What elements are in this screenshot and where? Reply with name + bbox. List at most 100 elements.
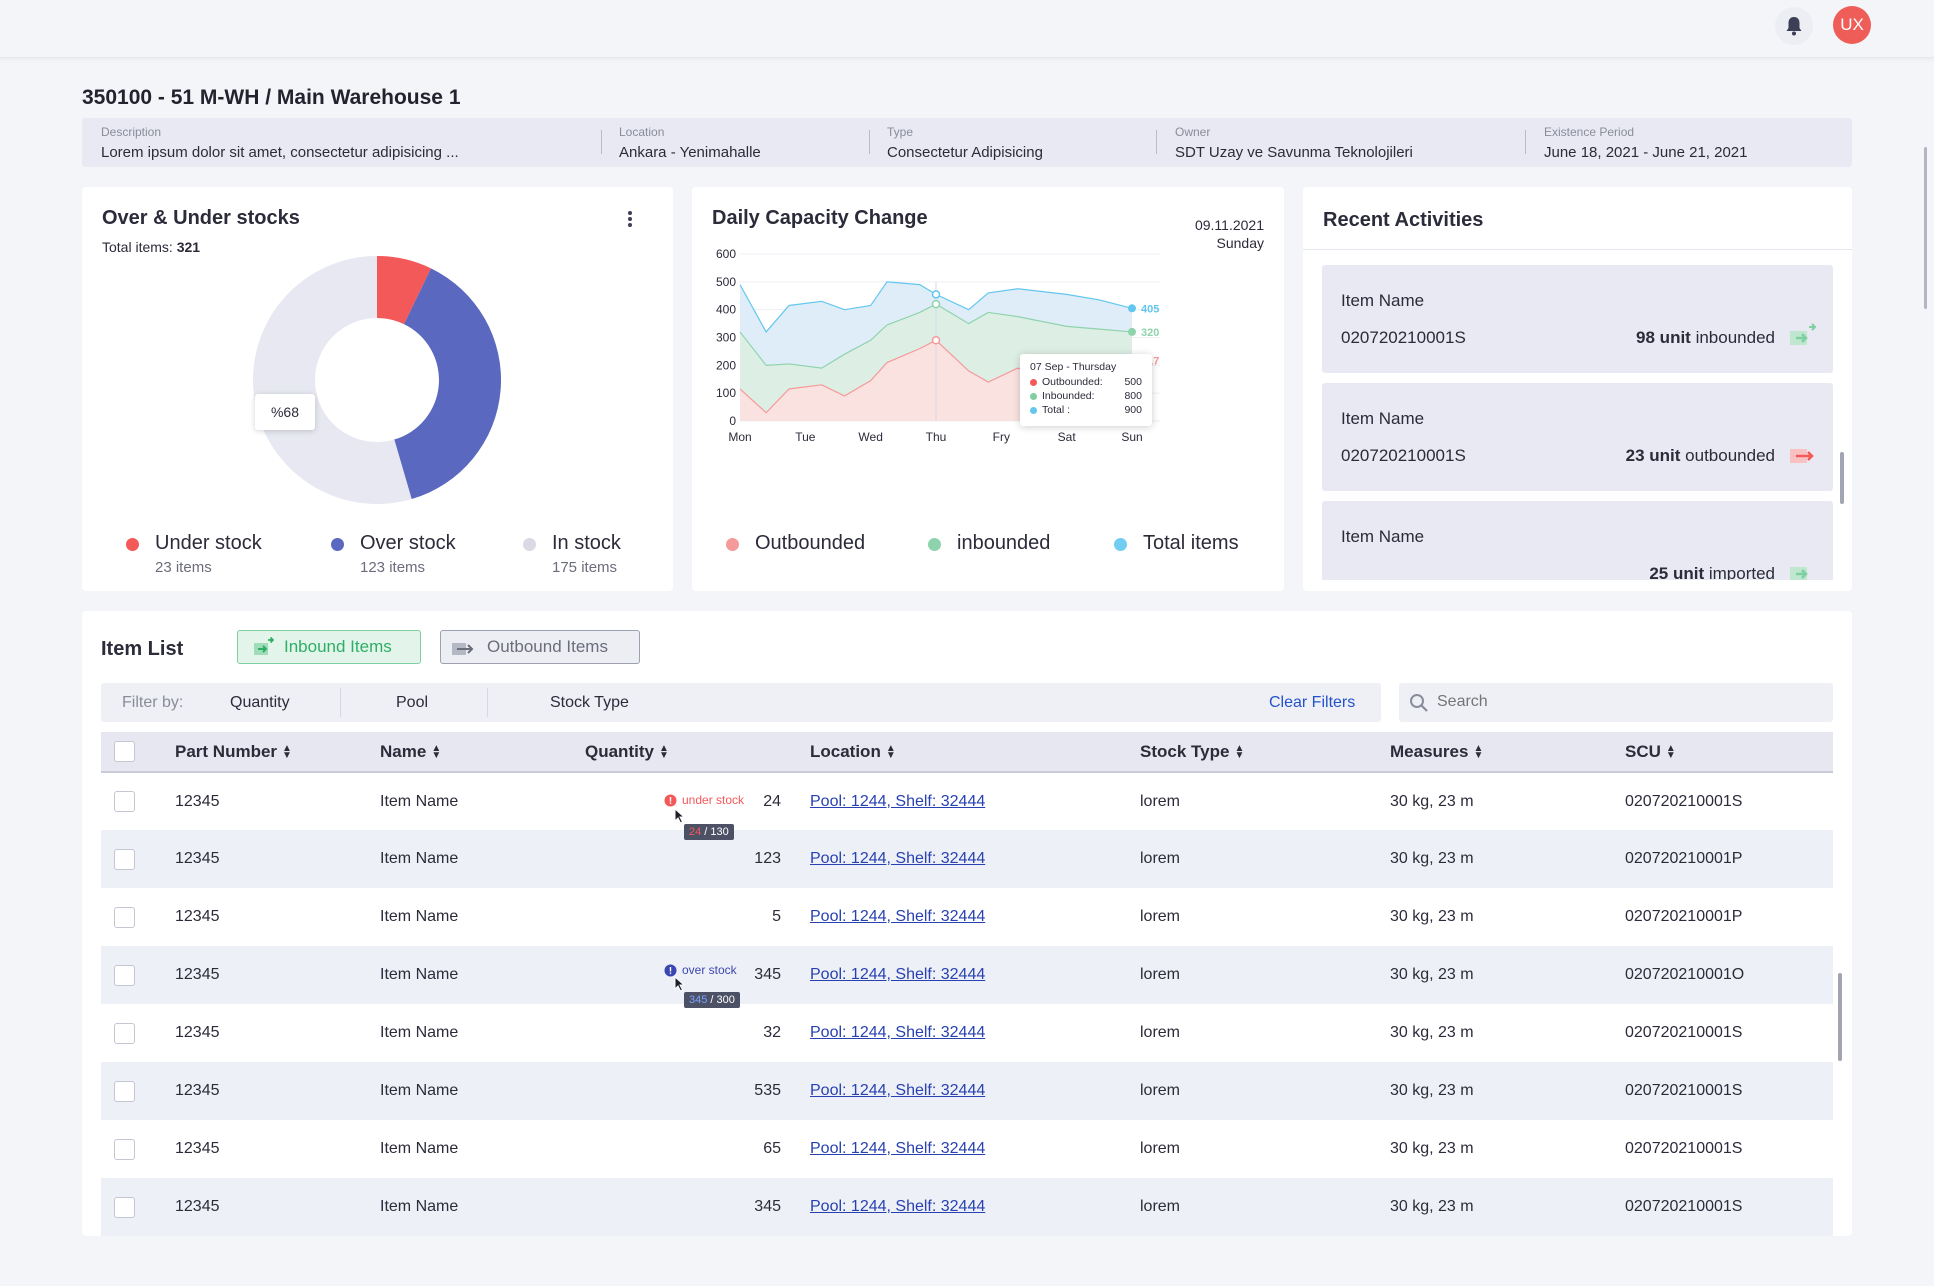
column-header-quantity[interactable]: Quantity ▲ ▼ [573,732,810,773]
row-checkbox[interactable] [114,1196,135,1218]
column-header-name[interactable]: Name ▲ ▼ [380,732,573,773]
part-number-cell: 12345 [175,1004,380,1062]
column-header-scu[interactable]: SCU ▲ ▼ [1625,732,1833,773]
activity-item[interactable]: Item Name 25 unit imported [1322,501,1833,580]
name-cell: Item Name [380,946,573,1004]
row-checkbox[interactable] [114,1080,135,1102]
part-number-value: 12345 [175,1198,220,1215]
location-value[interactable]: Pool: 1244, Shelf: 32444 [810,792,986,810]
sort-icon: ▲ ▼ [1234,743,1245,762]
stock-type-cell: lorem [1140,946,1390,1004]
quantity-cell: 32 [573,1004,810,1062]
row-checkbox[interactable] [114,791,135,812]
user-avatar[interactable]: UX [1833,6,1871,44]
y-tick-label: 500 [716,275,736,289]
bell-icon [1786,17,1802,36]
location-value[interactable]: Pool: 1244, Shelf: 32444 [810,966,986,983]
location-value[interactable]: Pool: 1244, Shelf: 32444 [810,1024,986,1041]
row-checkbox[interactable] [114,964,135,986]
column-header-measures[interactable]: Measures ▲ ▼ [1390,732,1625,773]
scu-value: 020720210001S [1625,1140,1743,1157]
quantity-value: 24 [763,792,781,810]
legend-over-stock: Over stock 123 items [331,532,456,576]
legend-count: 123 items [360,559,426,576]
measures-cell: 30 kg, 23 m [1390,772,1625,830]
sort-icon: ▲ ▼ [658,743,669,762]
quantity-value: 535 [754,1082,781,1099]
table-row[interactable]: 12345 Item Name 123 Pool: 1244, Shelf: 3244… [101,830,1833,888]
name-cell: Item Name [380,888,573,946]
over-stock-text: over stock [682,963,737,977]
quantity-cell: 345 [573,946,810,1004]
activity-item[interactable]: Item Name 020720210001S 23 unit outbound… [1322,383,1833,491]
location-value[interactable]: Pool: 1244, Shelf: 32444 [810,908,986,925]
row-checkbox[interactable] [114,1022,135,1044]
location-value[interactable]: Pool: 1244, Shelf: 32444 [810,850,986,867]
more-menu-button[interactable] [623,207,637,231]
location-cell: Pool: 1244, Shelf: 32444 [810,946,1140,1004]
clear-filters-link[interactable]: Clear Filters [1269,694,1356,711]
percentage-value: %68 [270,404,300,420]
table-row[interactable]: 12345 Item Name 5 Pool: 1244, Shelf: 32444 l… [101,888,1833,946]
select-all-checkbox[interactable] [114,741,135,762]
legend-count: 23 items [155,559,212,576]
activities-scrollbar[interactable] [1840,452,1844,504]
name-cell: Item Name [380,830,573,888]
part-number-cell: 12345 [175,830,380,888]
row-select-cell [101,1062,175,1120]
divider [1525,130,1526,154]
search-box[interactable] [1399,683,1833,722]
filter-stock-type[interactable]: Stock Type [550,694,629,711]
page-scrollbar[interactable] [1924,147,1927,309]
stock-type-value: lorem [1140,1024,1181,1041]
outbound-items-button[interactable]: Outbound Items [440,630,640,664]
table-row[interactable]: 12345 Item Name 345 Pool: 1244, Shelf: 3244… [101,946,1833,1004]
location-value[interactable]: Pool: 1244, Shelf: 32444 [810,1082,986,1099]
measures-value: 30 kg, 23 m [1390,1198,1474,1215]
name-value: Item Name [380,908,459,925]
measures-cell: 30 kg, 23 m [1390,830,1625,888]
column-header-stock-type[interactable]: Stock Type ▲ ▼ [1140,732,1390,773]
row-checkbox[interactable] [114,848,135,870]
capacity-title: Daily Capacity Change [712,207,928,229]
location-value[interactable]: Pool: 1244, Shelf: 32444 [810,1198,986,1215]
filter-bar: Filter by: Quantity Pool Stock Type Clea… [101,683,1381,722]
info-location: Location Ankara - Yenimahalle [619,125,761,161]
search-input[interactable] [1437,690,1817,714]
page-title: 350100 - 51 M-WH / Main Warehouse 1 [82,86,461,109]
tooltip-row: Outbounded: 500 [1030,375,1142,389]
column-header-location[interactable]: Location ▲ ▼ [810,732,1140,773]
y-tick-label: 600 [716,247,736,261]
table-row[interactable]: 12345 Item Name 345 Pool: 1244, Shelf: 3244… [101,1178,1833,1236]
stock-type-value: lorem [1140,850,1181,867]
info-label: Type [887,125,914,139]
tooltip-dot [1030,378,1037,386]
tooltip-row: Total : 900 [1030,403,1142,417]
tooltip-value: 800 [1124,390,1142,402]
table-scrollbar[interactable] [1838,973,1842,1061]
name-value: Item Name [380,1140,459,1157]
activity-item[interactable]: Item Name 020720210001S 98 unit inbounde… [1322,265,1833,373]
row-checkbox[interactable] [114,1138,135,1160]
divider [601,130,602,154]
table-row[interactable]: 12345 Item Name 24 Pool: 1244, Shelf: 32444… [101,772,1833,830]
legend-under-stock: Under stock 23 items [126,532,262,576]
location-value[interactable]: Pool: 1244, Shelf: 32444 [810,1140,986,1157]
tooltip-dot [1030,392,1037,400]
table-row[interactable]: 12345 Item Name 65 Pool: 1244, Shelf: 32444… [101,1120,1833,1178]
filter-pool[interactable]: Pool [396,694,429,711]
filter-quantity[interactable]: Quantity [230,694,290,711]
name-value: Item Name [380,1082,459,1099]
series-line [739,281,1133,333]
mouse-cursor-icon [674,976,686,992]
inbound-items-button[interactable]: Inbound Items [237,630,421,664]
table-row[interactable]: 12345 Item Name 535 Pool: 1244, Shelf: 3244… [101,1062,1833,1120]
total-items-label: Total items: [102,239,173,255]
column-header-part-number[interactable]: Part Number ▲ ▼ [175,732,380,773]
capacity-date: 09.11.2021 Sunday [1195,216,1264,252]
warehouse-info-bar: Description Lorem ipsum dolor sit amet, … [82,118,1852,167]
table-row[interactable]: 12345 Item Name 32 Pool: 1244, Shelf: 32444… [101,1004,1833,1062]
name-cell: Item Name [380,1004,573,1062]
row-checkbox[interactable] [114,906,135,928]
notifications-button[interactable] [1775,7,1813,45]
